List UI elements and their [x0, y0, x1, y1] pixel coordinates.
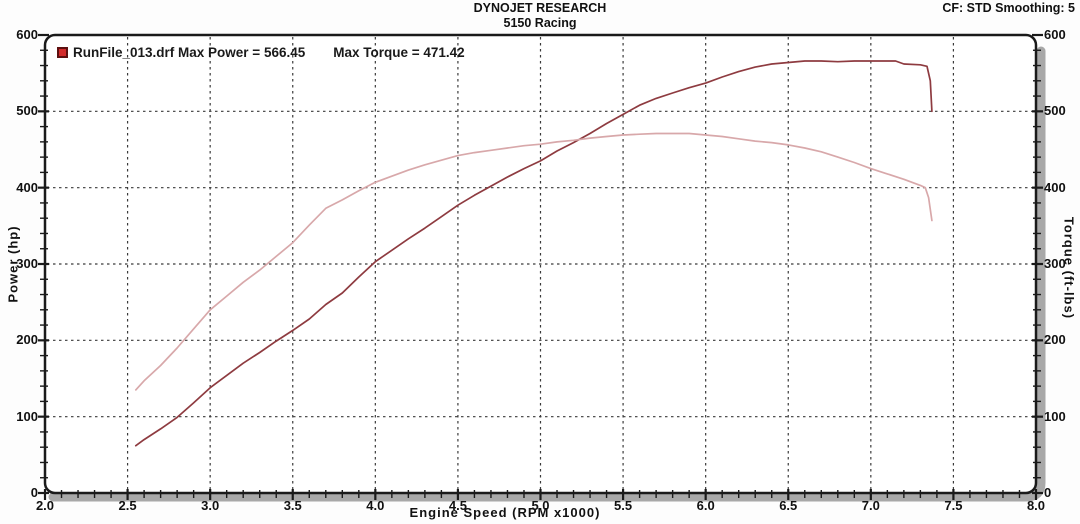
legend: RunFile_013.drf Max Power = 566.45 Max T…: [57, 45, 465, 60]
y-tick-label-right: 100: [1044, 408, 1066, 424]
y-tick-label-right: 400: [1044, 179, 1066, 195]
y-tick-label-left: 600: [16, 27, 38, 42]
y-tick-label-left: 0: [30, 485, 38, 500]
y-tick-label-left: 400: [16, 179, 38, 195]
y-tick-label-right: 600: [1044, 27, 1066, 42]
x-tick-label: 4.5: [448, 498, 467, 513]
x-tick-label: 7.5: [944, 498, 963, 513]
y-tick-label-left: 300: [16, 256, 38, 271]
chart-subtitle: 5150 Racing: [503, 16, 577, 30]
y-tick-label-left: 200: [16, 332, 38, 348]
run-color-swatch-icon: [57, 47, 68, 58]
y-tick-label-right: 500: [1044, 103, 1066, 119]
x-tick-label: 5.0: [531, 498, 550, 513]
x-tick-label: 5.5: [614, 498, 633, 513]
y-tick-label-right: 0: [1044, 485, 1052, 500]
x-tick-label: 2.0: [35, 498, 55, 513]
x-tick-label: 3.5: [283, 498, 302, 513]
y-tick-label-left: 500: [16, 103, 38, 119]
torque-curve: [134, 132, 933, 391]
legend-max-torque: Max Torque = 471.42: [333, 45, 465, 60]
power-curve: [134, 60, 933, 447]
x-axis-title: Engine Speed (RPM x1000): [409, 505, 601, 520]
x-tick-label: 4.0: [366, 498, 385, 513]
y-tick-label-left: 100: [16, 408, 38, 424]
x-tick-label: 3.0: [201, 498, 220, 513]
legend-run-max-power: RunFile_013.drf Max Power = 566.45: [73, 45, 306, 60]
y-tick-label-right: 300: [1044, 256, 1066, 271]
chart-title: DYNOJET RESEARCH: [473, 1, 607, 15]
x-tick-label: 6.5: [779, 498, 798, 513]
x-tick-label: 2.5: [118, 498, 137, 513]
x-tick-label: 7.0: [861, 498, 880, 513]
x-tick-label: 8.0: [1026, 498, 1046, 513]
x-tick-label: 6.0: [696, 498, 715, 513]
y-tick-label-right: 200: [1044, 332, 1066, 348]
correction-smoothing-label: CF: STD Smoothing: 5: [942, 1, 1075, 15]
